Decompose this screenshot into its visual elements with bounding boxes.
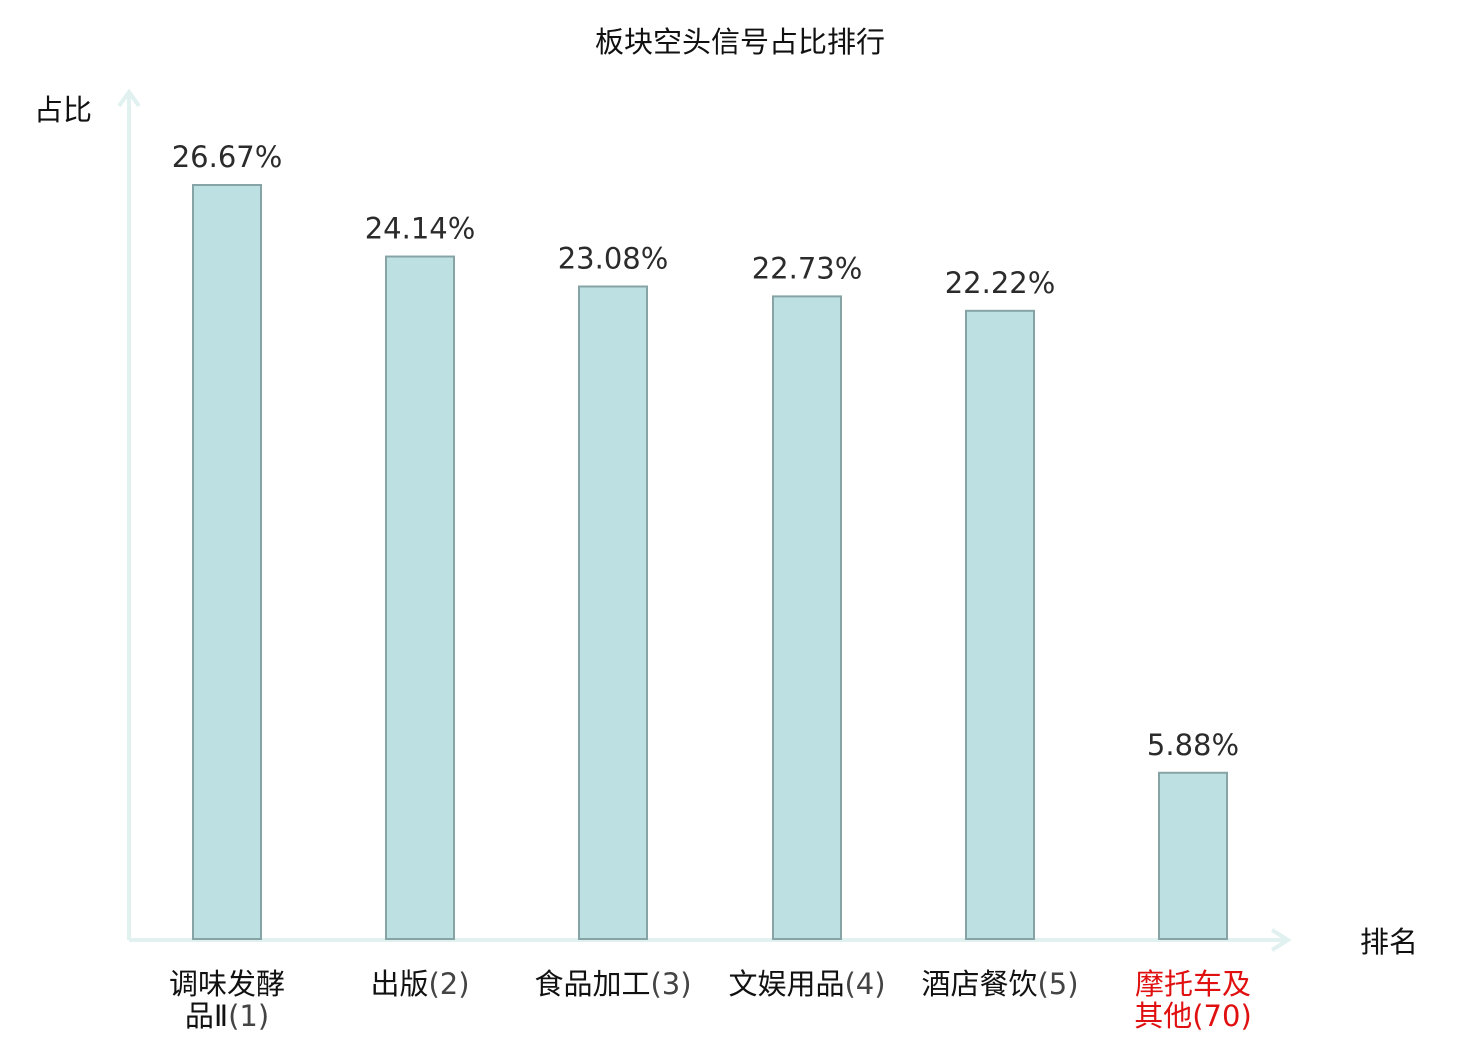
value-label-1: 26.67% [172,140,283,174]
value-label-3: 23.08% [558,241,669,275]
bar-2 [385,255,455,940]
category-label-2: 出版(2) [370,967,469,1001]
value-label-5: 22.22% [945,266,1056,300]
y-axis-label: 占比 [34,93,92,127]
category-labels-layer: 调味发酵品Ⅱ(1) 出版(2) 食品加工(3) 文娱用品(4) 酒店餐饮(5) 摩托车及其… [169,967,1252,1033]
bars-layer [192,184,1228,941]
category-label-3: 食品加工(3) [534,967,691,1001]
bar-6 [1158,771,1228,941]
value-label-2: 24.14% [365,212,476,246]
x-axis-label: 排名 [1360,925,1418,959]
bar-5 [965,309,1035,940]
category-label-4: 文娱用品(4) [728,967,885,1001]
bar-3 [578,285,648,940]
value-label-6: 5.88% [1147,728,1239,762]
y-axis-arrow [117,88,141,108]
bar-4 [772,295,842,940]
bar-1 [192,184,262,940]
value-labels-layer: 26.67% 24.14% 23.08% 22.73% 22.22% 5.88% [172,140,1239,762]
category-label-5: 酒店餐饮(5) [921,967,1078,1001]
category-label-6: 摩托车及其他(70) [1134,967,1252,1033]
category-label-1: 调味发酵品Ⅱ(1) [169,967,285,1033]
value-label-4: 22.73% [752,251,863,285]
chart-title: 板块空头信号占比排行 [595,25,885,59]
x-axis-arrow [1270,928,1292,952]
